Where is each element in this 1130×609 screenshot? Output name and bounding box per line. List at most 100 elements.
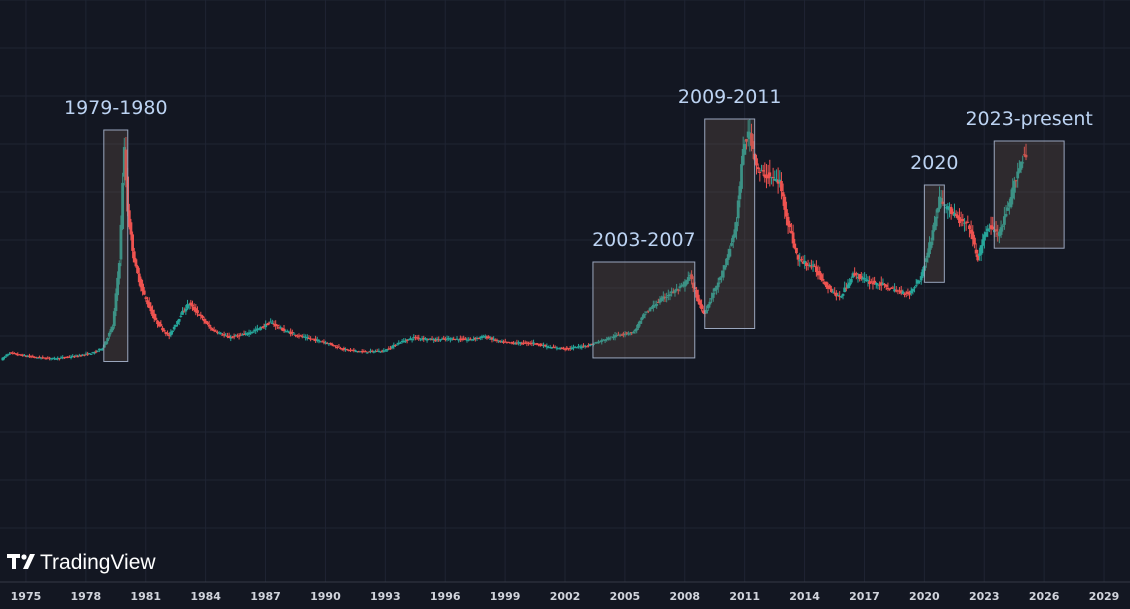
candle[interactable] <box>430 336 434 341</box>
candle[interactable] <box>763 162 767 183</box>
candle[interactable] <box>522 340 525 345</box>
candle[interactable] <box>339 347 342 350</box>
candle[interactable] <box>705 305 708 314</box>
candle[interactable] <box>735 217 738 240</box>
candle[interactable] <box>1009 189 1013 209</box>
candle[interactable] <box>776 167 780 194</box>
candle[interactable] <box>615 332 619 338</box>
candle[interactable] <box>300 334 304 339</box>
candle[interactable] <box>929 237 933 250</box>
candle[interactable] <box>640 316 644 324</box>
candle[interactable] <box>535 342 539 346</box>
candle[interactable] <box>843 281 847 293</box>
candle[interactable] <box>823 281 827 286</box>
candle[interactable] <box>174 324 178 328</box>
candle[interactable] <box>483 334 487 339</box>
candle[interactable] <box>344 347 347 352</box>
candle[interactable] <box>668 291 672 301</box>
candle[interactable] <box>355 350 359 353</box>
candle[interactable] <box>274 320 278 330</box>
candle[interactable] <box>597 339 600 344</box>
candle[interactable] <box>746 120 750 147</box>
candle[interactable] <box>81 353 85 357</box>
candle[interactable] <box>666 289 670 301</box>
candle[interactable] <box>605 336 609 342</box>
candle[interactable] <box>435 336 439 343</box>
candle[interactable] <box>76 354 80 358</box>
candle[interactable] <box>1024 143 1028 161</box>
candle[interactable] <box>913 286 916 293</box>
candle[interactable] <box>57 357 61 361</box>
candle[interactable] <box>424 337 427 341</box>
candle[interactable] <box>172 324 176 331</box>
candle[interactable] <box>661 291 665 302</box>
candlestick-series[interactable] <box>1 118 1028 361</box>
candle[interactable] <box>988 223 991 233</box>
candle[interactable] <box>364 350 367 353</box>
candle[interactable] <box>824 281 828 290</box>
candle[interactable] <box>550 346 554 349</box>
candle[interactable] <box>119 215 123 267</box>
candle[interactable] <box>903 292 906 298</box>
candle[interactable] <box>1001 223 1005 232</box>
candle[interactable] <box>438 339 442 342</box>
candle[interactable] <box>64 356 68 359</box>
candle[interactable] <box>189 299 193 310</box>
candle[interactable] <box>660 295 664 302</box>
candle[interactable] <box>319 341 322 343</box>
candle[interactable] <box>445 335 449 342</box>
candle[interactable] <box>680 282 684 288</box>
candle[interactable] <box>951 208 955 216</box>
candle[interactable] <box>876 283 880 290</box>
candle[interactable] <box>51 357 55 360</box>
tradingview-logo[interactable]: TradingView <box>7 551 156 574</box>
candle[interactable] <box>325 341 329 345</box>
candle[interactable] <box>137 267 141 286</box>
candle[interactable] <box>309 336 313 342</box>
candle[interactable] <box>56 356 60 361</box>
candle[interactable] <box>518 341 522 346</box>
candle[interactable] <box>347 349 351 352</box>
candle[interactable] <box>690 270 694 285</box>
candle[interactable] <box>808 262 812 268</box>
candle[interactable] <box>196 306 199 317</box>
candle[interactable] <box>939 190 943 208</box>
candle[interactable] <box>801 255 805 265</box>
candle[interactable] <box>94 349 98 354</box>
candle[interactable] <box>67 355 71 358</box>
candle[interactable] <box>891 285 895 289</box>
candle[interactable] <box>350 349 354 352</box>
candle[interactable] <box>555 346 559 351</box>
candle[interactable] <box>285 329 289 333</box>
candle[interactable] <box>545 343 549 350</box>
candle[interactable] <box>8 352 11 355</box>
candle[interactable] <box>643 311 647 319</box>
candle[interactable] <box>237 333 241 340</box>
candle[interactable] <box>520 341 524 346</box>
candle[interactable] <box>184 304 188 315</box>
candle[interactable] <box>795 247 798 255</box>
candle[interactable] <box>82 354 86 357</box>
candle[interactable] <box>480 334 484 340</box>
candle[interactable] <box>493 338 497 342</box>
candle[interactable] <box>342 346 346 352</box>
candle[interactable] <box>13 352 16 355</box>
candle[interactable] <box>505 341 509 344</box>
candle[interactable] <box>806 259 810 271</box>
candle[interactable] <box>107 331 111 340</box>
candle[interactable] <box>121 172 125 231</box>
candle[interactable] <box>552 344 555 348</box>
candle[interactable] <box>465 337 469 343</box>
candle[interactable] <box>761 164 765 176</box>
candle[interactable] <box>275 324 279 329</box>
candle[interactable] <box>750 123 753 152</box>
candle[interactable] <box>548 344 552 349</box>
candle[interactable] <box>280 327 284 332</box>
candle[interactable] <box>9 352 13 355</box>
candle[interactable] <box>986 224 990 238</box>
candle[interactable] <box>532 339 535 346</box>
candle[interactable] <box>648 306 652 312</box>
candle[interactable] <box>886 282 890 292</box>
candle[interactable] <box>222 331 226 338</box>
